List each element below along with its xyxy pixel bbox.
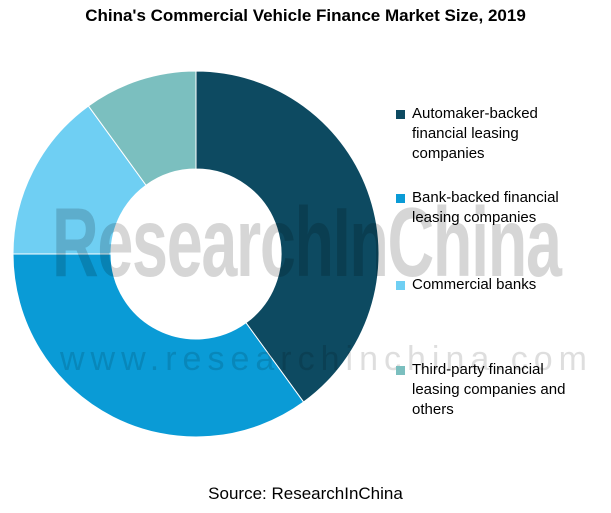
legend-swatch-icon <box>396 366 405 375</box>
legend-item-automaker-backed: Automaker-backed financial leasing compa… <box>396 104 606 164</box>
legend-label: Commercial banks <box>412 276 537 293</box>
chart-title: China's Commercial Vehicle Finance Marke… <box>85 6 526 25</box>
legend-swatch-icon <box>396 194 405 203</box>
legend-label: Automaker-backed financial leasing compa… <box>412 105 538 162</box>
legend-label: Third-party financial leasing companies … <box>412 361 566 418</box>
legend-swatch-icon <box>396 281 405 290</box>
slice-automaker-backed <box>195 70 380 403</box>
legend-item-third-party: Third-party financial leasing companies … <box>396 360 606 420</box>
legend-item-commercial-banks: Commercial banks <box>396 275 606 295</box>
legend-item-bank-backed: Bank-backed financial leasing companies <box>396 188 606 228</box>
legend-swatch-icon <box>396 110 405 119</box>
slice-bank-backed <box>12 253 305 438</box>
legend-label: Bank-backed financial leasing companies <box>412 189 559 226</box>
slice-third-party <box>87 70 197 186</box>
slice-commercial-banks <box>12 105 147 255</box>
source-note: Source: ResearchInChina <box>208 484 403 503</box>
